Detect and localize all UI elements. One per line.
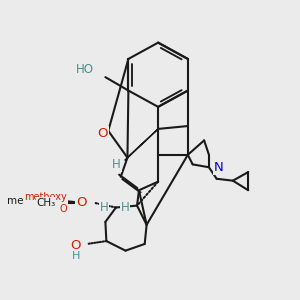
Text: N: N [214,161,224,174]
Text: O: O [97,127,108,140]
Text: O: O [70,239,81,252]
Text: methoxy
O: methoxy O [24,192,67,214]
Text: O: O [76,196,87,209]
Text: CH₃: CH₃ [36,198,56,208]
Text: N: N [214,161,224,174]
Text: H: H [71,251,80,261]
Text: H: H [112,158,121,171]
Text: HO: HO [76,63,94,76]
Text: HO: HO [76,63,94,76]
Text: H: H [100,201,108,214]
Text: methoxy: methoxy [7,196,53,206]
Text: H: H [71,250,80,260]
Text: O: O [70,239,81,252]
Text: O: O [97,127,108,140]
Polygon shape [125,129,158,160]
Text: H: H [121,201,129,214]
Text: O: O [76,196,87,209]
